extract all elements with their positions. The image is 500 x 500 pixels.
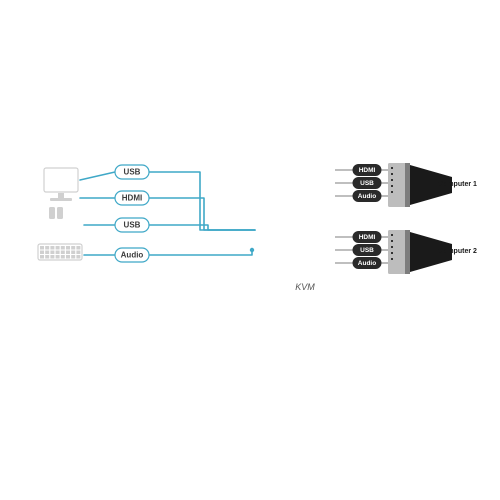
keyboard-outline xyxy=(38,244,82,260)
speaker-right xyxy=(57,207,63,219)
computer-1-label: Computer 1 xyxy=(438,181,477,188)
speaker-left xyxy=(49,207,55,219)
svg-text:Audio: Audio xyxy=(358,260,376,267)
svg-text:USB: USB xyxy=(124,168,141,177)
monitor-base xyxy=(50,198,72,201)
kvm-label: KVM xyxy=(295,282,315,292)
svg-text:Audio: Audio xyxy=(121,251,144,260)
pill-usb-top: USB xyxy=(115,165,149,179)
pill-hdmi: HDMI xyxy=(115,191,149,205)
svg-text:Audio: Audio xyxy=(358,193,376,200)
computer-1: HDMI USB Audio Computer 1 xyxy=(353,163,477,207)
svg-text:HDMI: HDMI xyxy=(359,167,376,174)
svg-text:USB: USB xyxy=(360,247,374,254)
svg-text:USB: USB xyxy=(360,180,374,187)
pill-usb-bot: USB xyxy=(115,218,149,232)
computer-2: HDMI USB Audio Computer 2 xyxy=(353,230,477,274)
svg-text:HDMI: HDMI xyxy=(359,234,376,241)
svg-text:USB: USB xyxy=(124,221,141,230)
svg-text:HDMI: HDMI xyxy=(122,194,142,203)
computer-2-label: Computer 2 xyxy=(438,248,477,255)
monitor-neck xyxy=(58,193,64,198)
monitor-screen xyxy=(44,168,78,192)
pill-audio: Audio xyxy=(115,248,149,262)
